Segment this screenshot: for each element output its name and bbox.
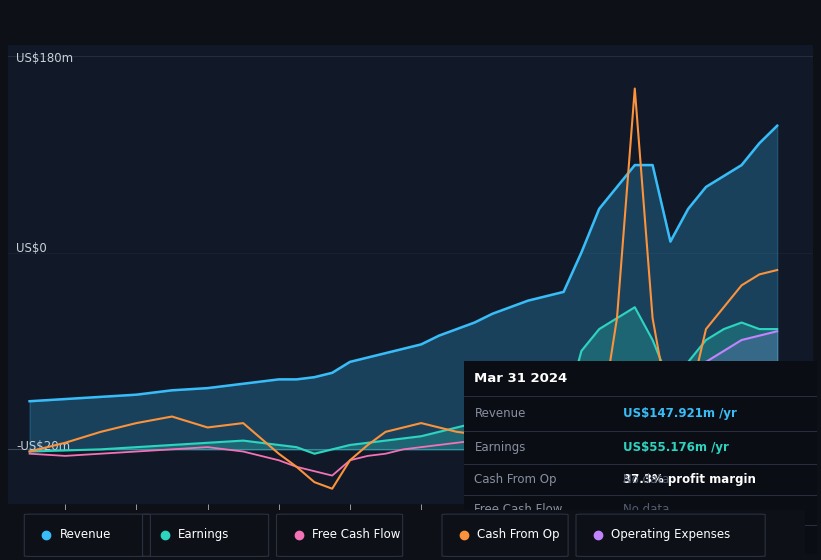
Text: US$0: US$0 (16, 242, 47, 255)
Text: Mar 31 2024: Mar 31 2024 (475, 372, 567, 385)
Text: Free Cash Flow: Free Cash Flow (475, 503, 563, 516)
Text: US$53.971m /yr: US$53.971m /yr (622, 533, 728, 545)
Text: Operating Expenses: Operating Expenses (612, 528, 731, 542)
Text: Revenue: Revenue (475, 407, 525, 420)
Text: Cash From Op: Cash From Op (478, 528, 560, 542)
Text: -US$20m: -US$20m (16, 440, 71, 452)
Text: Revenue: Revenue (60, 528, 111, 542)
Text: Earnings: Earnings (178, 528, 229, 542)
Text: US$55.176m /yr: US$55.176m /yr (622, 441, 728, 454)
Text: 37.3% profit margin: 37.3% profit margin (622, 473, 755, 486)
Text: Cash From Op: Cash From Op (475, 473, 557, 486)
Text: Free Cash Flow: Free Cash Flow (312, 528, 401, 542)
Text: US$147.921m /yr: US$147.921m /yr (622, 407, 736, 420)
Text: Earnings: Earnings (475, 441, 525, 454)
Text: No data: No data (622, 473, 669, 486)
Text: Operating Expenses: Operating Expenses (475, 533, 594, 545)
Text: US$180m: US$180m (16, 52, 73, 65)
Text: No data: No data (622, 503, 669, 516)
